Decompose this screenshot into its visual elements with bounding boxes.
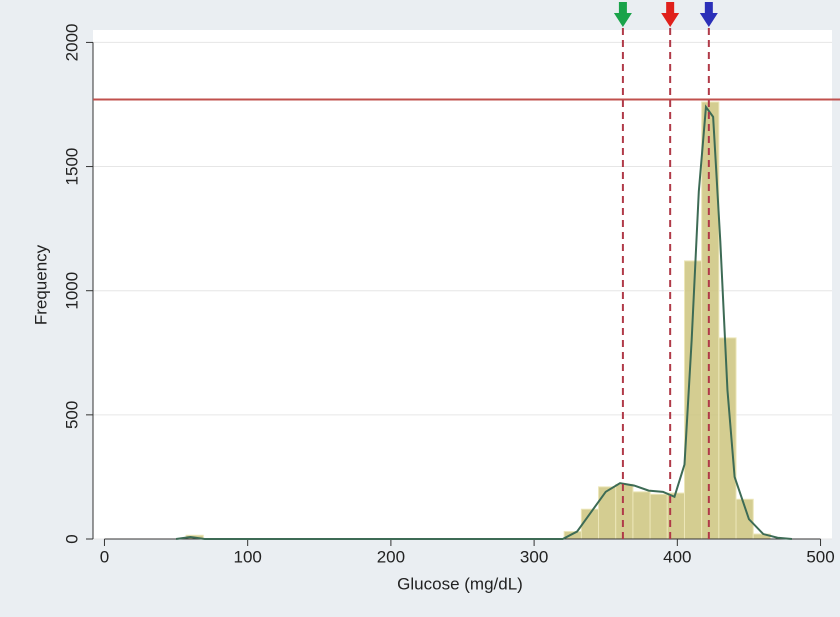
x-tick-label: 500 (806, 547, 834, 566)
y-axis-label: Frequency (31, 244, 50, 325)
y-tick-label: 500 (62, 401, 81, 429)
bar (649, 493, 668, 540)
x-axis-label: Glucose (mg/dL) (397, 574, 523, 593)
y-tick-label: 1500 (62, 148, 81, 186)
x-tick-label: 200 (377, 547, 405, 566)
bar (632, 491, 651, 540)
x-tick-label: 0 (100, 547, 109, 566)
y-tick-label: 1000 (62, 272, 81, 310)
marker-arrow (661, 2, 680, 27)
density-curve (175, 104, 792, 540)
bar (598, 486, 617, 540)
marker-arrow (613, 2, 632, 27)
x-tick-label: 100 (233, 547, 261, 566)
y-tick-label: 2000 (62, 24, 81, 62)
marker-arrow (699, 2, 718, 27)
bar (615, 483, 634, 540)
y-tick-label: 0 (62, 534, 81, 543)
x-tick-label: 300 (520, 547, 548, 566)
x-tick-label: 400 (663, 547, 691, 566)
bar (718, 337, 737, 540)
